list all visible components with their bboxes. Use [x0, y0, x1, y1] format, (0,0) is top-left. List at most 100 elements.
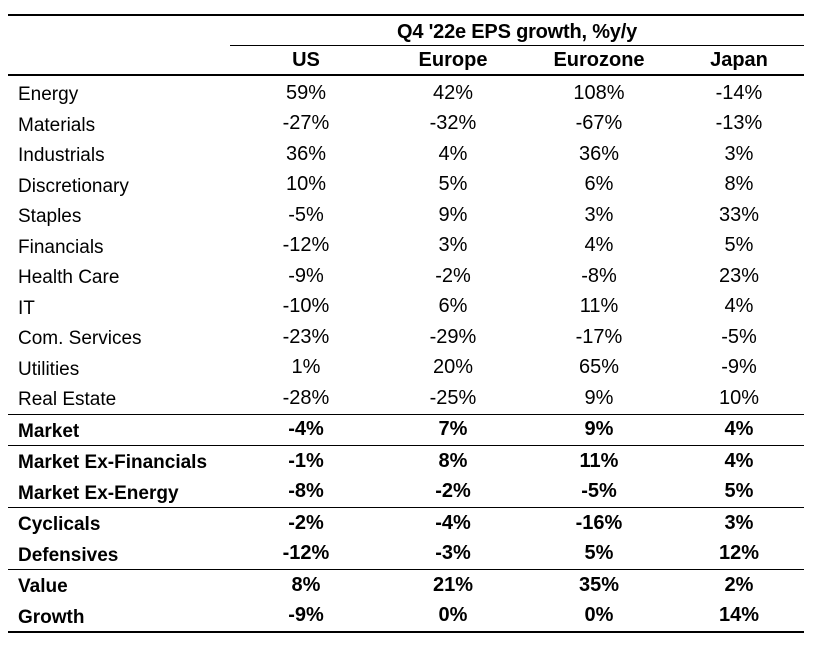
row-label: Discretionary — [18, 175, 129, 197]
table-row: Energy 59% 42% 108% -14% — [8, 78, 804, 109]
cell-eurozone: 6% — [584, 173, 614, 196]
cell-eurozone: 4% — [584, 234, 614, 257]
cell-japan: -13% — [715, 112, 763, 135]
table-row: Real Estate -28% -25% 9% 10% — [8, 383, 804, 414]
cell-us: -28% — [282, 386, 330, 409]
cell-europe: 5% — [438, 173, 468, 196]
eps-growth-table: Q4 '22e EPS growth, %y/y US Europe Euroz… — [8, 14, 804, 633]
cell-japan: 3% — [724, 511, 754, 534]
column-header-europe: Europe — [418, 48, 488, 71]
top-rule — [8, 14, 804, 16]
cell-us: -9% — [288, 604, 324, 627]
cell-us: -23% — [282, 325, 330, 348]
cell-europe: 7% — [438, 418, 468, 441]
cell-eurozone: 5% — [584, 542, 614, 565]
cell-us: -1% — [288, 449, 324, 472]
cell-us: -8% — [288, 480, 324, 503]
table-row: Utilities 1% 20% 65% -9% — [8, 353, 804, 384]
cell-eurozone: -5% — [581, 480, 617, 503]
table-row: IT -10% 6% 11% 4% — [8, 292, 804, 323]
cell-eurozone: 108% — [573, 81, 625, 104]
table-row: Materials -27% -32% -67% -13% — [8, 109, 804, 140]
cell-japan: 8% — [724, 173, 754, 196]
cell-eurozone: -17% — [575, 325, 623, 348]
table-row: Industrials 36% 4% 36% 3% — [8, 139, 804, 170]
cell-japan: 4% — [724, 295, 754, 318]
cell-europe: 9% — [438, 203, 468, 226]
cell-us: -2% — [288, 511, 324, 534]
cell-us: -4% — [288, 418, 324, 441]
column-header-japan: Japan — [710, 48, 768, 71]
row-label: Cyclicals — [18, 514, 101, 536]
table-row: Health Care -9% -2% -8% 23% — [8, 261, 804, 292]
table-row: Defensives -12% -3% 5% 12% — [8, 539, 804, 570]
cell-europe: 20% — [432, 356, 474, 379]
cell-eurozone: -8% — [581, 264, 617, 287]
row-label: Com. Services — [18, 328, 142, 350]
cell-japan: 14% — [718, 604, 760, 627]
cell-us: -12% — [282, 542, 330, 565]
cell-eurozone: 65% — [578, 356, 620, 379]
cell-japan: -14% — [715, 81, 763, 104]
row-label: IT — [18, 297, 35, 319]
cell-europe: -2% — [435, 480, 471, 503]
table-body: Energy 59% 42% 108% -14% Materials -27% -32% -67… — [8, 76, 804, 631]
row-label: Health Care — [18, 267, 120, 289]
cell-us: 1% — [291, 356, 321, 379]
cell-eurozone: 36% — [578, 142, 620, 165]
cell-japan: 2% — [724, 573, 754, 596]
cell-japan: 23% — [718, 264, 760, 287]
section-market-ex: Market Ex-Financials -1% 8% 11% 4% Market Ex-… — [8, 445, 804, 507]
cell-japan: 3% — [724, 142, 754, 165]
group-title: Q4 '22e EPS growth, %y/y — [396, 21, 638, 43]
section-sectors: Energy 59% 42% 108% -14% Materials -27% -32% -67… — [8, 78, 804, 414]
row-label: Defensives — [18, 544, 119, 566]
cell-us: 36% — [285, 142, 327, 165]
table-row: Market Ex-Energy -8% -2% -5% 5% — [8, 477, 804, 508]
cell-eurozone: 9% — [584, 386, 614, 409]
cell-europe: -29% — [429, 325, 477, 348]
row-label: Market — [18, 420, 80, 442]
column-header-row: US Europe Eurozone Japan — [8, 46, 804, 74]
table-row: Value 8% 21% 35% 2% — [8, 570, 804, 601]
cell-japan: 10% — [718, 386, 760, 409]
cell-europe: -2% — [435, 264, 471, 287]
cell-us: 10% — [285, 173, 327, 196]
cell-us: -9% — [288, 264, 324, 287]
row-label: Market Ex-Energy — [18, 482, 179, 504]
column-header-eurozone: Eurozone — [553, 48, 645, 71]
cell-eurozone: 0% — [584, 604, 614, 627]
cell-eurozone: 3% — [584, 203, 614, 226]
cell-europe: 8% — [438, 449, 468, 472]
table-row: Staples -5% 9% 3% 33% — [8, 200, 804, 231]
cell-europe: -32% — [429, 112, 477, 135]
row-label: Growth — [18, 606, 85, 628]
cell-us: -27% — [282, 112, 330, 135]
cell-japan: -5% — [721, 325, 757, 348]
cell-japan: 5% — [724, 234, 754, 257]
cell-eurozone: -16% — [575, 511, 623, 534]
cell-japan: -9% — [721, 356, 757, 379]
cell-japan: 12% — [718, 542, 760, 565]
section-cyclicals-defensives: Cyclicals -2% -4% -16% 3% Defensives -12% -3% 5%… — [8, 507, 804, 569]
cell-japan: 5% — [724, 480, 754, 503]
header-rule — [8, 74, 804, 76]
cell-europe: 21% — [432, 573, 474, 596]
cell-japan: 33% — [718, 203, 760, 226]
cell-europe: 4% — [438, 142, 468, 165]
section-value-growth: Value 8% 21% 35% 2% Growth -9% 0% 0% 14% — [8, 569, 804, 631]
row-label: Energy — [18, 84, 79, 106]
cell-us: 8% — [291, 573, 321, 596]
row-label: Value — [18, 576, 68, 598]
cell-europe: -3% — [435, 542, 471, 565]
cell-europe: -25% — [429, 386, 477, 409]
cell-eurozone: 11% — [579, 449, 619, 472]
table-row: Cyclicals -2% -4% -16% 3% — [8, 508, 804, 539]
cell-eurozone: 11% — [579, 295, 619, 318]
table-row: Financials -12% 3% 4% 5% — [8, 231, 804, 262]
cell-europe: -4% — [435, 511, 471, 534]
table-row: Market -4% 7% 9% 4% — [8, 415, 804, 446]
bottom-rule — [8, 631, 804, 633]
cell-us: -5% — [288, 203, 324, 226]
row-label: Materials — [18, 114, 96, 136]
